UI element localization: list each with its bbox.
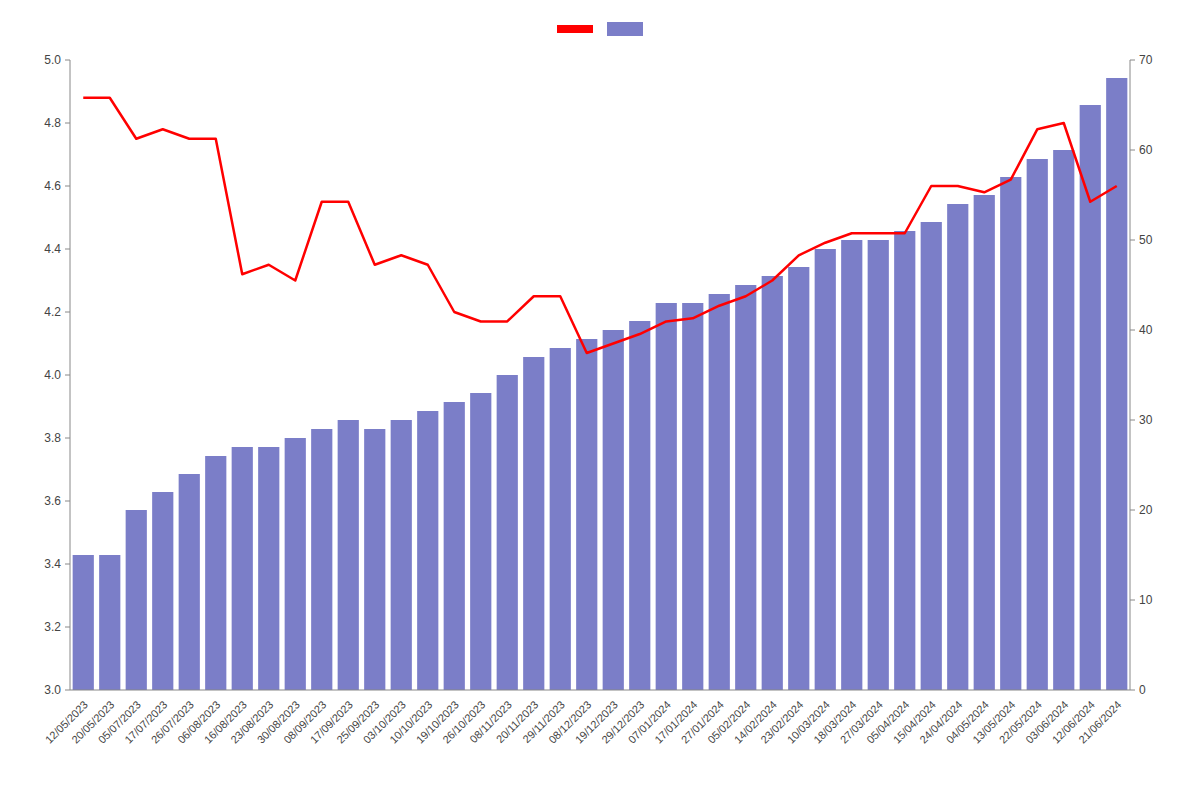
tick-mark bbox=[65, 690, 70, 691]
line bbox=[83, 98, 1117, 353]
tick-label: 50 bbox=[1139, 233, 1153, 247]
bar bbox=[974, 195, 995, 690]
bar bbox=[894, 231, 915, 690]
legend-swatch bbox=[607, 22, 643, 36]
tick-label: 0 bbox=[1139, 683, 1146, 697]
tick-label: 5.0 bbox=[44, 53, 61, 67]
bar bbox=[788, 267, 809, 690]
tick-label: 4.8 bbox=[44, 116, 61, 130]
bar bbox=[629, 321, 650, 690]
tick-mark bbox=[65, 375, 70, 376]
bar bbox=[285, 438, 306, 690]
tick-label: 20 bbox=[1139, 503, 1153, 517]
bar bbox=[815, 249, 836, 690]
tick-label: 3.2 bbox=[44, 620, 61, 634]
bar bbox=[232, 447, 253, 690]
bar bbox=[311, 429, 332, 690]
tick-label: 3.4 bbox=[44, 557, 61, 571]
bar bbox=[1027, 159, 1048, 690]
bar bbox=[868, 240, 889, 690]
bar bbox=[258, 447, 279, 690]
plot-area bbox=[73, 78, 1128, 690]
tick-label: 60 bbox=[1139, 143, 1153, 157]
tick-label: 4.6 bbox=[44, 179, 61, 193]
tick-mark bbox=[65, 249, 70, 250]
chart: 3.0 3.2 3.4 3.6 3.8 4.0 4.2 4.4 4.6 4.8 5.0 0 10 20 30… bbox=[0, 0, 1200, 800]
bar bbox=[1053, 150, 1074, 690]
legend-swatch bbox=[557, 25, 593, 33]
bar bbox=[550, 348, 571, 690]
tick-mark bbox=[65, 123, 70, 124]
tick-label: 4.0 bbox=[44, 368, 61, 382]
tick-mark bbox=[1130, 690, 1135, 691]
tick-label: 21/06/2024 bbox=[1076, 698, 1123, 745]
y2-axis-line bbox=[1130, 60, 1131, 690]
tick-label: 70 bbox=[1139, 53, 1153, 67]
bar bbox=[152, 492, 173, 690]
tick-mark bbox=[65, 564, 70, 565]
bar bbox=[470, 393, 491, 690]
bar bbox=[179, 474, 200, 690]
bar bbox=[338, 420, 359, 690]
tick-mark bbox=[1130, 240, 1135, 241]
bar bbox=[444, 402, 465, 690]
bar bbox=[921, 222, 942, 690]
tick-label: 4.2 bbox=[44, 305, 61, 319]
bar bbox=[391, 420, 412, 690]
bar bbox=[762, 276, 783, 690]
bar bbox=[709, 294, 730, 690]
tick-label: 30 bbox=[1139, 413, 1153, 427]
bar bbox=[99, 555, 120, 690]
bar bbox=[735, 285, 756, 690]
bar bbox=[205, 456, 226, 690]
bar bbox=[73, 555, 94, 690]
tick-mark bbox=[1130, 600, 1135, 601]
bar bbox=[603, 330, 624, 690]
tick-mark bbox=[65, 501, 70, 502]
tick-label: 3.0 bbox=[44, 683, 61, 697]
tick-label: 3.6 bbox=[44, 494, 61, 508]
bar bbox=[682, 303, 703, 690]
bar bbox=[417, 411, 438, 690]
bar bbox=[1106, 78, 1127, 690]
tick-label: 40 bbox=[1139, 323, 1153, 337]
bar bbox=[576, 339, 597, 690]
bar bbox=[1000, 177, 1021, 690]
x-axis-line bbox=[70, 690, 1130, 691]
tick-label: 10 bbox=[1139, 593, 1153, 607]
tick-mark bbox=[65, 60, 70, 61]
tick-mark bbox=[65, 438, 70, 439]
tick-label: 4.4 bbox=[44, 242, 61, 256]
bar bbox=[126, 510, 147, 690]
legend bbox=[557, 22, 643, 36]
bar bbox=[656, 303, 677, 690]
bar bbox=[497, 375, 518, 690]
bar bbox=[947, 204, 968, 690]
tick-mark bbox=[1130, 330, 1135, 331]
tick-mark bbox=[1130, 60, 1135, 61]
axes: 3.0 3.2 3.4 3.6 3.8 4.0 4.2 4.4 4.6 4.8 5.0 0 10 20 30… bbox=[43, 53, 1153, 746]
tick-label: 3.8 bbox=[44, 431, 61, 445]
tick-mark bbox=[65, 186, 70, 187]
tick-mark bbox=[1130, 420, 1135, 421]
bar bbox=[523, 357, 544, 690]
bar bbox=[1080, 105, 1101, 690]
tick-mark bbox=[65, 312, 70, 313]
tick-mark bbox=[1130, 510, 1135, 511]
tick-mark bbox=[65, 627, 70, 628]
bar bbox=[841, 240, 862, 690]
bar bbox=[364, 429, 385, 690]
tick-mark bbox=[1130, 150, 1135, 151]
